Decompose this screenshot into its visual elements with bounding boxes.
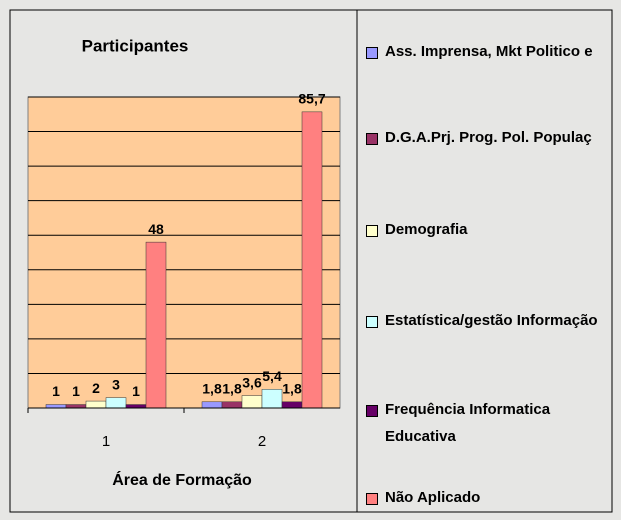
frame-border <box>9 9 613 513</box>
legend-swatch <box>366 493 378 505</box>
x-tick-label: 1 <box>102 433 110 450</box>
bar <box>45 404 67 409</box>
data-label: 1 <box>132 383 140 399</box>
bar <box>105 397 127 409</box>
legend-swatch <box>366 405 378 417</box>
legend-entry: Frequência Informatica Educativa <box>366 401 606 450</box>
plot-area <box>27 96 341 409</box>
bar <box>85 400 107 409</box>
legend-swatch <box>366 225 378 237</box>
chart-title: Participantes <box>82 36 189 55</box>
data-label: 1,8 <box>282 380 302 396</box>
data-label: 1 <box>52 383 60 399</box>
legend-label: D.G.A.Prj. Prog. Pol. Populaç <box>385 129 592 146</box>
legend-entry: Demografia <box>366 221 606 243</box>
bar <box>65 404 87 409</box>
bar <box>281 401 303 409</box>
legend-swatch <box>366 316 378 328</box>
bar <box>301 111 323 409</box>
legend-label: Demografia <box>385 221 468 238</box>
bar <box>201 401 223 409</box>
legend-entry: Estatística/gestão Informação <box>366 312 606 334</box>
legend-label: Frequência Informatica Educativa <box>385 401 551 445</box>
legend-label: Estatística/gestão Informação <box>385 312 598 329</box>
data-label: 2 <box>92 380 100 396</box>
bar <box>241 395 263 409</box>
bar <box>145 241 167 409</box>
data-label: 1 <box>72 383 80 399</box>
data-label: 1,8 <box>222 380 242 396</box>
bar <box>261 389 283 409</box>
legend-entry: Ass. Imprensa, Mkt Politico e <box>366 43 606 65</box>
legend-label: Não Aplicado <box>385 489 481 506</box>
data-label: 5,4 <box>262 368 282 384</box>
legend-swatch <box>366 133 378 145</box>
data-label: 3 <box>112 376 120 392</box>
data-label: 48 <box>148 221 164 237</box>
legend-label: Ass. Imprensa, Mkt Politico e <box>385 43 593 60</box>
x-axis-title: Área de Formação <box>112 470 252 489</box>
bar <box>125 404 147 409</box>
legend-swatch <box>366 47 378 59</box>
bar <box>221 401 243 409</box>
data-label: 3,6 <box>242 374 262 390</box>
data-label: 1,8 <box>202 380 222 396</box>
legend-entry: D.G.A.Prj. Prog. Pol. Populaç <box>366 129 606 151</box>
data-label: 85,7 <box>298 91 325 107</box>
x-tick-label: 2 <box>258 433 266 450</box>
legend-entry: Não Aplicado <box>366 489 606 511</box>
